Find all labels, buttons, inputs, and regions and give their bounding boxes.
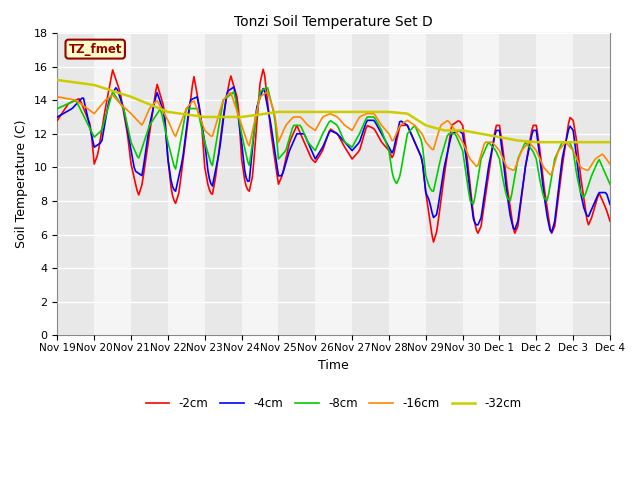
-32cm [387, 109, 394, 115]
Bar [94, 33, 131, 336]
-2cm [541, 194, 549, 200]
-4cm [606, 202, 614, 207]
Title: Tonzi Soil Temperature Set D: Tonzi Soil Temperature Set D [234, 15, 433, 29]
Bar [168, 33, 205, 336]
-8cm [262, 84, 270, 90]
-4cm [54, 114, 61, 120]
Line: -2cm: -2cm [58, 69, 610, 242]
-16cm [370, 111, 378, 117]
Bar [58, 33, 94, 336]
-32cm [540, 139, 548, 145]
Line: -8cm: -8cm [58, 87, 610, 204]
-16cm [606, 161, 614, 167]
-2cm [429, 239, 437, 245]
-16cm [156, 104, 164, 109]
Line: -4cm: -4cm [58, 87, 610, 232]
-16cm [401, 120, 408, 125]
Bar [242, 33, 278, 336]
-8cm [606, 181, 614, 187]
Bar [463, 33, 499, 336]
-8cm [470, 201, 477, 207]
-16cm [69, 97, 77, 103]
-8cm [54, 106, 61, 111]
-2cm [606, 218, 614, 224]
-16cm [54, 94, 61, 100]
Bar [389, 33, 426, 336]
Bar [278, 33, 316, 336]
-32cm [399, 110, 406, 116]
-2cm [54, 118, 61, 123]
-4cm [370, 118, 378, 123]
Line: -16cm: -16cm [58, 93, 610, 175]
-32cm [54, 77, 61, 83]
-32cm [69, 79, 77, 85]
-8cm [370, 114, 378, 120]
Bar [573, 33, 610, 336]
-4cm [230, 84, 238, 90]
Y-axis label: Soil Temperature (C): Soil Temperature (C) [15, 120, 28, 249]
Bar [205, 33, 242, 336]
-2cm [401, 122, 408, 128]
-2cm [370, 126, 378, 132]
-8cm [541, 196, 549, 202]
-32cm [606, 139, 614, 145]
-2cm [388, 155, 396, 160]
-32cm [532, 139, 540, 145]
Bar [131, 33, 168, 336]
Legend: -2cm, -4cm, -8cm, -16cm, -32cm: -2cm, -4cm, -8cm, -16cm, -32cm [141, 393, 527, 415]
-2cm [259, 66, 267, 72]
-16cm [540, 165, 548, 170]
Bar [426, 33, 463, 336]
-4cm [156, 99, 164, 105]
-4cm [548, 229, 556, 235]
Bar [352, 33, 389, 336]
Bar [536, 33, 573, 336]
-8cm [156, 106, 164, 112]
-8cm [401, 148, 408, 154]
-16cm [547, 172, 554, 178]
-4cm [69, 105, 77, 111]
-4cm [388, 150, 396, 156]
-32cm [156, 106, 164, 112]
Bar [610, 33, 640, 336]
Bar [499, 33, 536, 336]
-32cm [368, 109, 376, 115]
-8cm [69, 99, 77, 105]
-16cm [388, 138, 396, 144]
-4cm [401, 120, 408, 126]
-8cm [388, 168, 396, 174]
X-axis label: Time: Time [318, 359, 349, 372]
Text: TZ_fmet: TZ_fmet [68, 43, 122, 56]
-2cm [156, 92, 164, 98]
Bar [316, 33, 352, 336]
-2cm [69, 99, 77, 105]
-16cm [262, 90, 270, 96]
-4cm [540, 192, 548, 198]
Line: -32cm: -32cm [58, 80, 610, 142]
